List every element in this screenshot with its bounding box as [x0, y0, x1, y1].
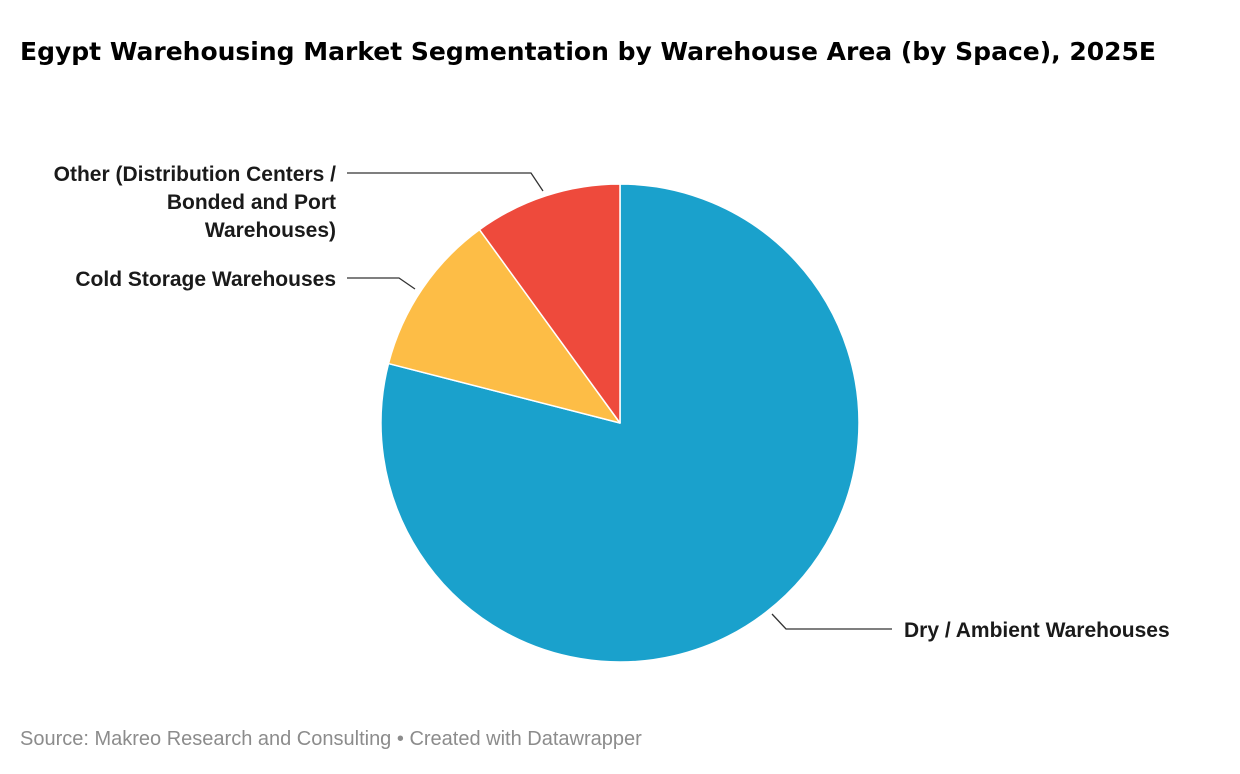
source-note: Source: Makreo Research and Consulting — [20, 728, 392, 750]
leader-line — [347, 172, 544, 192]
created-with-note: Created with Datawrapper — [409, 728, 642, 750]
slice-label: Cold Storage Warehouses — [75, 268, 336, 291]
footer-separator: • — [396, 728, 404, 750]
slice-label: Other (Distribution Centers / Bonded and … — [54, 163, 337, 242]
leader-lines — [347, 172, 892, 630]
pie-slices — [380, 183, 860, 663]
slice-label-line: Warehouses) — [205, 219, 336, 242]
slice-label-line: Other (Distribution Centers / — [54, 163, 337, 186]
slice-label-line: Bonded and Port — [167, 191, 336, 214]
leader-line — [347, 277, 416, 290]
pie-slice-cold-storage-warehouses — [387, 228, 621, 424]
chart-footer: Source: Makreo Research and Consulting •… — [20, 728, 642, 751]
pie-slice-other-distribution-centers-bonded-and-port-warehouses — [478, 183, 621, 424]
slice-label: Dry / Ambient Warehouses — [904, 619, 1170, 642]
slice-label-line: Dry / Ambient Warehouses — [904, 619, 1170, 642]
slice-labels: Dry / Ambient Warehouses Cold Storage War… — [54, 163, 1170, 642]
slice-label-line: Cold Storage Warehouses — [75, 268, 336, 291]
leader-line — [771, 613, 892, 630]
chart-title: Egypt Warehousing Market Segmentation by… — [20, 37, 1156, 66]
